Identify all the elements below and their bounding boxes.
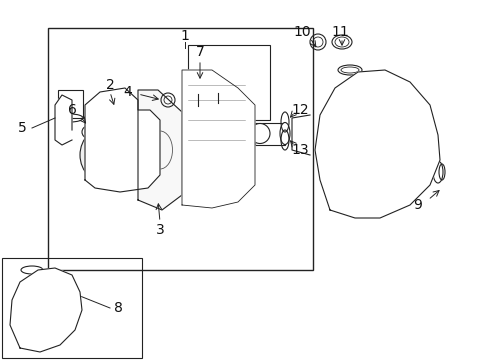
Text: 9: 9 — [414, 198, 422, 212]
Text: 13: 13 — [291, 143, 309, 157]
Text: 5: 5 — [18, 121, 26, 135]
Polygon shape — [10, 268, 82, 352]
Polygon shape — [138, 90, 182, 210]
Text: 10: 10 — [293, 25, 311, 39]
Text: 4: 4 — [123, 85, 132, 99]
Text: 7: 7 — [196, 45, 204, 59]
Polygon shape — [55, 95, 72, 145]
Text: 12: 12 — [291, 103, 309, 117]
Text: 3: 3 — [156, 223, 164, 237]
Polygon shape — [315, 70, 440, 218]
Text: 2: 2 — [106, 78, 114, 92]
Circle shape — [250, 123, 270, 144]
Bar — [58, 90, 83, 118]
Bar — [188, 45, 270, 120]
Text: 8: 8 — [114, 301, 122, 315]
Bar — [2, 258, 142, 358]
Text: 1: 1 — [180, 29, 190, 43]
Text: 11: 11 — [331, 25, 349, 39]
Text: 6: 6 — [68, 103, 76, 117]
Bar — [48, 28, 313, 270]
Ellipse shape — [280, 122, 290, 144]
Ellipse shape — [338, 65, 362, 75]
Ellipse shape — [433, 161, 443, 183]
Polygon shape — [85, 88, 160, 192]
Polygon shape — [182, 70, 255, 208]
Circle shape — [80, 125, 140, 185]
Bar — [255, 123, 285, 145]
